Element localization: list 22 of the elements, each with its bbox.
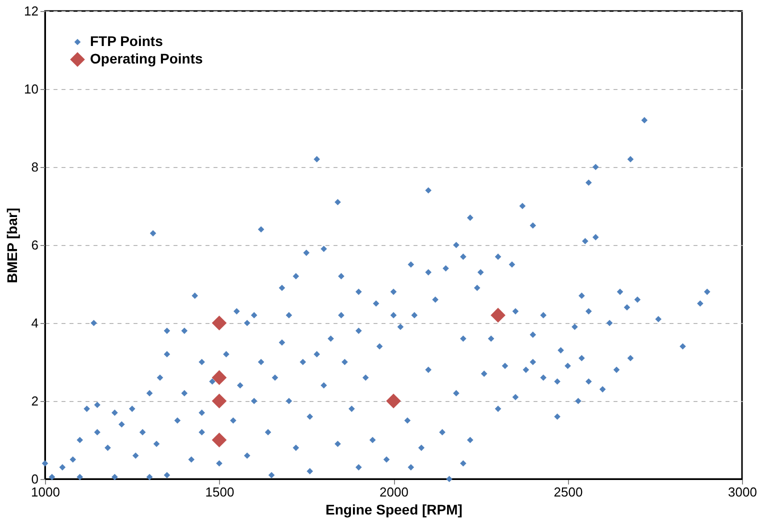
- y-tick-label: 12: [24, 4, 38, 18]
- point: [386, 394, 401, 408]
- x-tick-label: 3000: [728, 484, 757, 500]
- y-tick-label: 0: [31, 472, 38, 486]
- point: [212, 432, 227, 448]
- legend-label: FTP Points: [90, 33, 164, 49]
- y-axis-title: BMEP [bar]: [4, 208, 20, 284]
- point: [212, 316, 227, 330]
- y-tick-label: 10: [24, 82, 38, 96]
- x-tick-label: 1500: [205, 484, 234, 500]
- x-axis-title: Engine Speed [RPM]: [326, 502, 462, 518]
- point: [490, 308, 506, 323]
- y-tick-label: 6: [31, 238, 38, 252]
- x-tick-label: 1000: [31, 484, 60, 500]
- y-tick-label: 8: [31, 160, 38, 174]
- legend-label: Operating Points: [90, 50, 203, 66]
- x-tick-label: 2000: [380, 484, 408, 500]
- y-tick-label: 2: [31, 394, 38, 408]
- point: [212, 394, 227, 408]
- x-tick-label: 2500: [554, 484, 583, 500]
- y-tick-label: 4: [31, 316, 38, 330]
- point: [212, 370, 227, 386]
